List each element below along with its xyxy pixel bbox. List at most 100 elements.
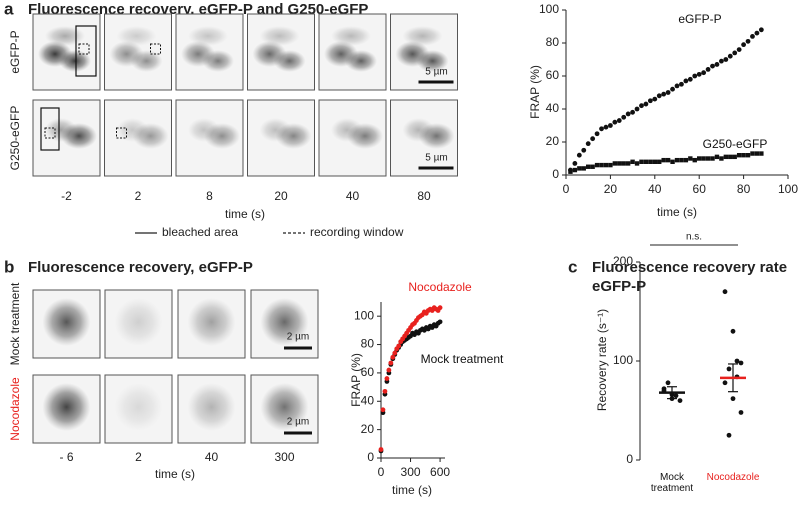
data-point <box>603 124 609 130</box>
data-point <box>732 154 737 160</box>
time-point: 40 <box>346 189 360 203</box>
data-point <box>572 161 578 166</box>
series-label: Nocodazole <box>408 280 472 294</box>
signal <box>188 118 220 142</box>
data-point <box>576 152 582 158</box>
category-label: Nocodazole <box>706 472 760 483</box>
data-point <box>568 169 573 174</box>
signal <box>114 383 163 431</box>
signal <box>259 26 300 46</box>
data-point <box>392 350 398 356</box>
data-point <box>594 162 600 168</box>
time-label: time (s) <box>225 207 265 221</box>
data-point <box>634 106 640 112</box>
signal <box>331 118 363 142</box>
time-label: time (s) <box>155 467 195 481</box>
time-point: 2 <box>135 189 142 203</box>
x-tick-label: 80 <box>737 182 751 196</box>
series-label: G250-eGFP <box>703 137 768 151</box>
panel-letter: a <box>4 0 14 18</box>
data-point <box>617 161 622 166</box>
data-point <box>723 154 729 160</box>
recording-window <box>78 43 90 55</box>
data-point <box>590 164 595 169</box>
data-point <box>652 159 657 164</box>
data-point <box>710 156 715 161</box>
y-tick-label: 100 <box>354 308 374 322</box>
y-tick-label: 60 <box>546 68 560 82</box>
y-axis-label: FRAP (%) <box>349 353 363 407</box>
data-point <box>572 167 578 173</box>
data-point <box>616 118 622 123</box>
data-point <box>657 159 662 164</box>
scale-bar-label: 2 µm <box>287 417 309 428</box>
series-label: eGFP-P <box>678 12 721 26</box>
signal <box>42 298 91 346</box>
data-point <box>625 111 631 117</box>
signal <box>345 50 377 72</box>
data-point <box>581 147 587 153</box>
signal <box>402 118 435 142</box>
data-point <box>730 328 736 334</box>
y-tick-label: 0 <box>626 452 633 466</box>
y-tick-label: 200 <box>613 254 633 268</box>
y-tick-label: 60 <box>361 365 375 379</box>
data-point <box>661 91 667 97</box>
data-point <box>734 358 740 364</box>
data-point <box>656 93 662 99</box>
data-point <box>665 380 671 386</box>
signal <box>416 50 449 72</box>
legend-text: bleached area <box>162 225 238 239</box>
data-point <box>696 71 702 77</box>
data-point <box>621 114 627 120</box>
y-tick-label: 20 <box>546 134 560 148</box>
data-point <box>679 157 684 163</box>
signal <box>42 383 91 431</box>
data-point <box>577 166 582 171</box>
x-tick-label: 40 <box>648 182 662 196</box>
data-point <box>754 151 760 156</box>
data-point <box>630 159 635 164</box>
data-point <box>758 27 764 33</box>
signal <box>59 50 91 72</box>
data-point <box>634 161 640 166</box>
y-tick-label: 40 <box>546 101 560 115</box>
data-point <box>692 157 697 163</box>
data-point <box>603 162 609 168</box>
data-point <box>608 123 613 128</box>
row-label: eGFP-P <box>8 30 22 73</box>
data-point <box>643 159 649 164</box>
y-axis-label: FRAP (%) <box>528 65 542 119</box>
data-point <box>701 70 707 76</box>
recording-window <box>116 127 127 139</box>
y-tick-label: 0 <box>367 450 374 464</box>
data-point <box>710 63 715 69</box>
data-point <box>612 161 618 166</box>
x-tick-label: 300 <box>401 465 421 479</box>
data-point <box>621 161 626 166</box>
data-point <box>705 67 711 72</box>
x-axis-label: time (s) <box>392 483 432 497</box>
data-point <box>738 360 744 366</box>
scale-bar-label: 5 µm <box>425 153 447 164</box>
data-point <box>673 393 679 399</box>
data-point <box>378 447 384 452</box>
data-point <box>639 103 644 109</box>
signal <box>188 26 228 46</box>
data-point <box>665 157 671 163</box>
data-point <box>625 161 631 166</box>
data-point <box>599 162 604 168</box>
data-point <box>647 98 653 104</box>
signal <box>45 118 77 142</box>
signal <box>273 50 306 72</box>
panel-letter: c <box>568 257 577 276</box>
data-point <box>437 319 443 325</box>
data-point <box>759 151 764 156</box>
data-point <box>437 305 443 311</box>
data-point <box>745 38 751 44</box>
row-label: Mock treatment <box>8 282 22 365</box>
data-point <box>736 153 742 158</box>
x-tick-label: 100 <box>778 182 798 196</box>
